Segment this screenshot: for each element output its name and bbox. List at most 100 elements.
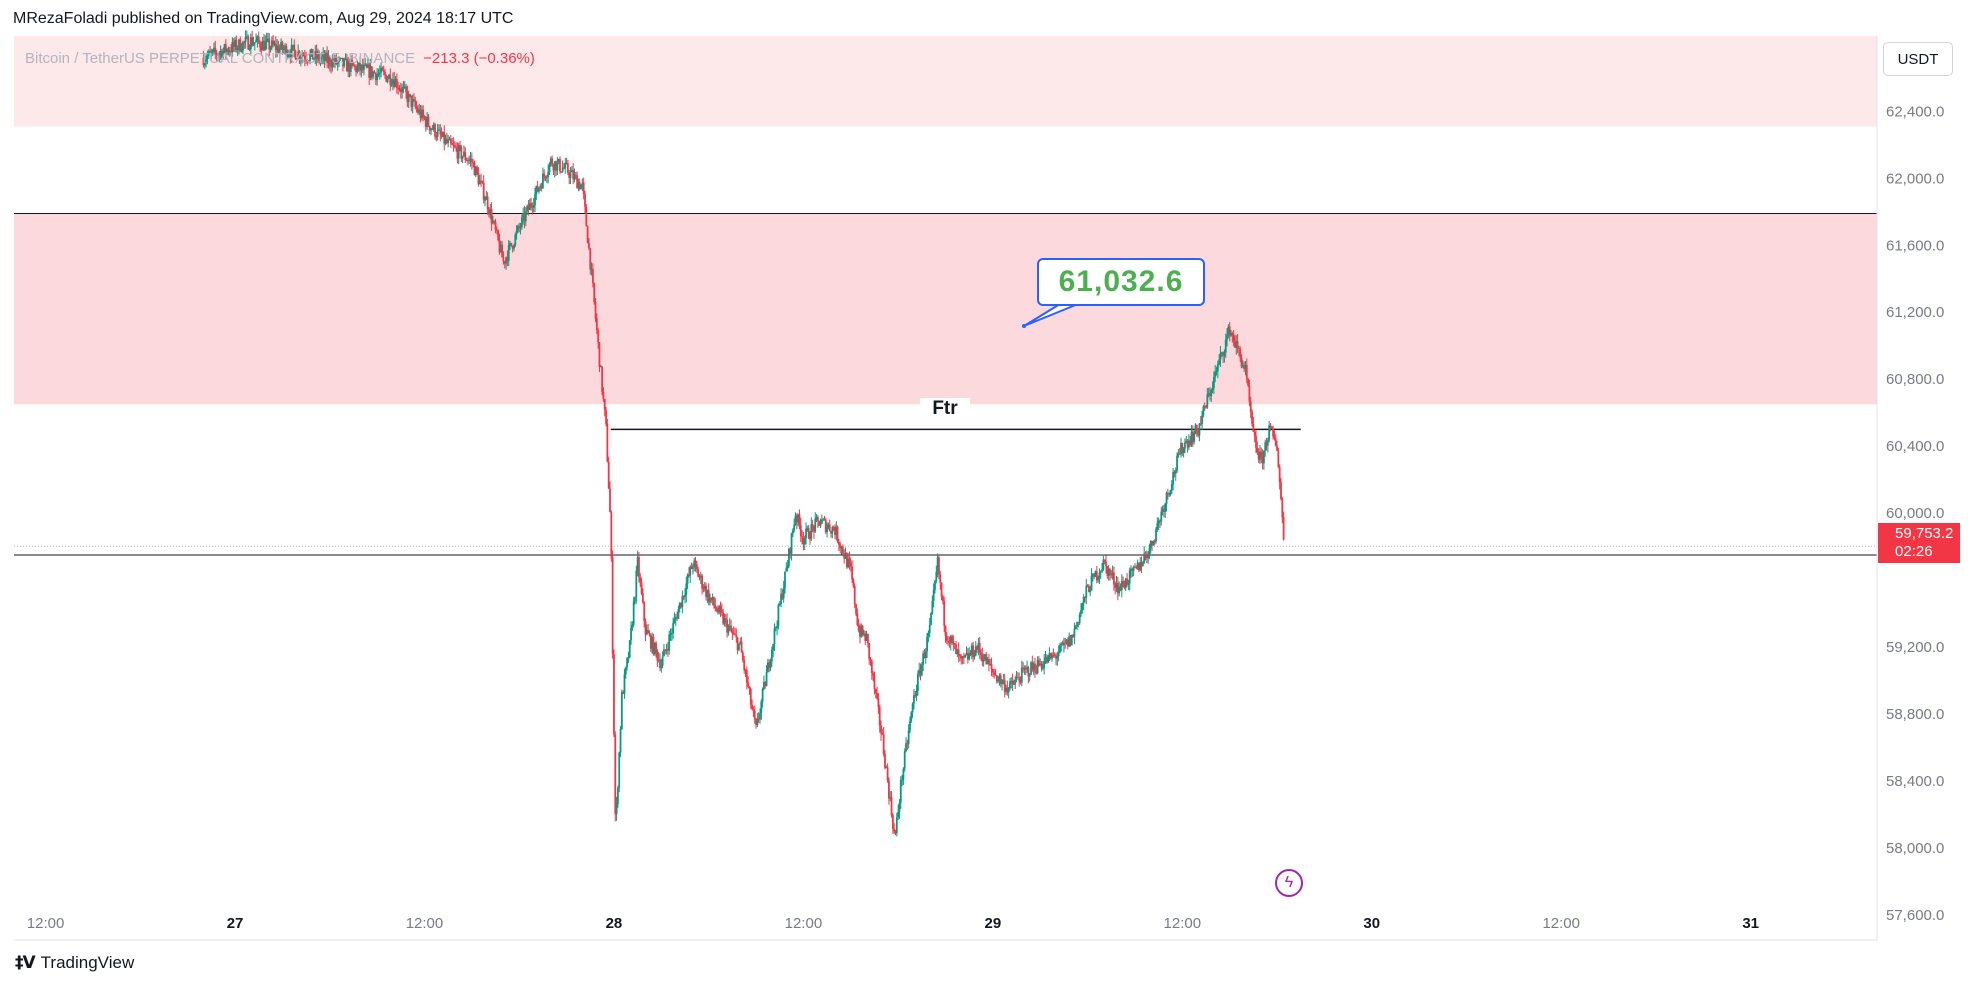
candle-down (1031, 662, 1034, 670)
candle-down (652, 636, 655, 655)
candle-up (286, 54, 289, 58)
candle-up (1219, 353, 1222, 360)
candle-up (814, 518, 817, 532)
candle-up (1210, 389, 1213, 396)
candle-up (624, 667, 627, 675)
candle-up (363, 64, 365, 70)
candle-down (1027, 667, 1030, 677)
candle-down (294, 50, 297, 60)
candle-down (1256, 447, 1259, 453)
footer-brand[interactable]: ‡V TradingView (15, 953, 134, 973)
candle-up (564, 162, 567, 169)
candle-up (580, 184, 582, 190)
candle-up (222, 50, 225, 58)
candle-down (702, 588, 705, 590)
candle-up (660, 665, 663, 668)
candle-up (309, 53, 311, 61)
candle-up (238, 39, 240, 49)
candle-down (1189, 440, 1192, 445)
candle-down (481, 181, 484, 183)
time-axis: 12:00 27 12:00 28 12:00 29 12:00 30 12:00 31 (27, 915, 1759, 932)
candle-down (643, 602, 646, 622)
candle-down (676, 617, 679, 619)
candle-down (1088, 586, 1090, 592)
candle-up (790, 533, 793, 554)
candle-up (822, 519, 825, 521)
candle-up (545, 176, 548, 179)
candle-down (801, 536, 803, 538)
candle-down (607, 461, 610, 489)
price-tick-label: 62,400.0 (1886, 103, 1944, 120)
candle-up (432, 124, 435, 130)
candle-up (1120, 581, 1123, 591)
candle-up (769, 661, 772, 668)
candle-up (515, 230, 518, 235)
candle-up (314, 51, 317, 59)
candle-down (530, 203, 532, 207)
candle-up (924, 651, 927, 658)
candle-up (1082, 596, 1085, 604)
candle-down (1144, 553, 1147, 556)
candle-down (359, 62, 361, 71)
time-tick-label: 28 (606, 915, 623, 932)
candle-up (806, 528, 809, 530)
candle-down (823, 519, 826, 521)
candle-up (499, 244, 502, 253)
candle-up (420, 109, 423, 119)
time-tick-label: 30 (1363, 915, 1380, 932)
candle-down (749, 688, 752, 705)
candle-up (1020, 667, 1023, 683)
supply-zone (14, 213, 1877, 405)
currency-button[interactable]: USDT (1883, 42, 1953, 76)
candle-up (474, 166, 477, 176)
candle-down (731, 630, 734, 634)
candle-up (1009, 681, 1011, 689)
candle-down (1134, 566, 1136, 568)
lightning-bolt-icon[interactable]: ϟ (1275, 869, 1303, 897)
candle-up (635, 570, 638, 598)
candle-up (561, 167, 564, 172)
candle-up (1212, 376, 1215, 388)
candle-down (957, 649, 960, 655)
candle-down (664, 649, 667, 651)
candle-up (727, 626, 730, 633)
candle-down (1274, 438, 1277, 446)
price-callout[interactable]: 61,032.6 (1037, 258, 1205, 306)
candle-up (1047, 655, 1050, 663)
candle-down (839, 544, 842, 549)
candle-down (224, 44, 227, 53)
candle-down (503, 261, 506, 264)
candle-up (618, 752, 621, 788)
candle-up (514, 234, 517, 246)
candle-up (338, 58, 340, 62)
candle-down (1019, 680, 1022, 683)
candle-down (1040, 663, 1043, 668)
candle-down (603, 398, 606, 411)
candle-up (1168, 493, 1171, 495)
candle-up (327, 57, 330, 63)
candle-down (435, 136, 438, 138)
candle-down (1011, 680, 1014, 685)
candle-down (740, 641, 743, 653)
candle-down (303, 55, 306, 59)
candle-up (1188, 440, 1190, 448)
candle-up (426, 116, 429, 127)
candle-up (616, 787, 619, 805)
candle-down (486, 196, 489, 210)
candle-up (255, 40, 257, 43)
candle-up (436, 129, 439, 137)
candle-up (1244, 364, 1247, 369)
candle-down (886, 767, 889, 781)
candle-down (830, 530, 832, 534)
candle-down (272, 40, 275, 45)
candle-up (899, 779, 902, 803)
candle-up (307, 60, 310, 62)
candle-down (884, 753, 886, 768)
candle-up (847, 558, 850, 568)
candle-down (467, 160, 469, 162)
candle-up (934, 580, 936, 590)
candle-down (993, 672, 996, 675)
candle-up (1164, 504, 1167, 512)
candle-up (928, 624, 931, 634)
